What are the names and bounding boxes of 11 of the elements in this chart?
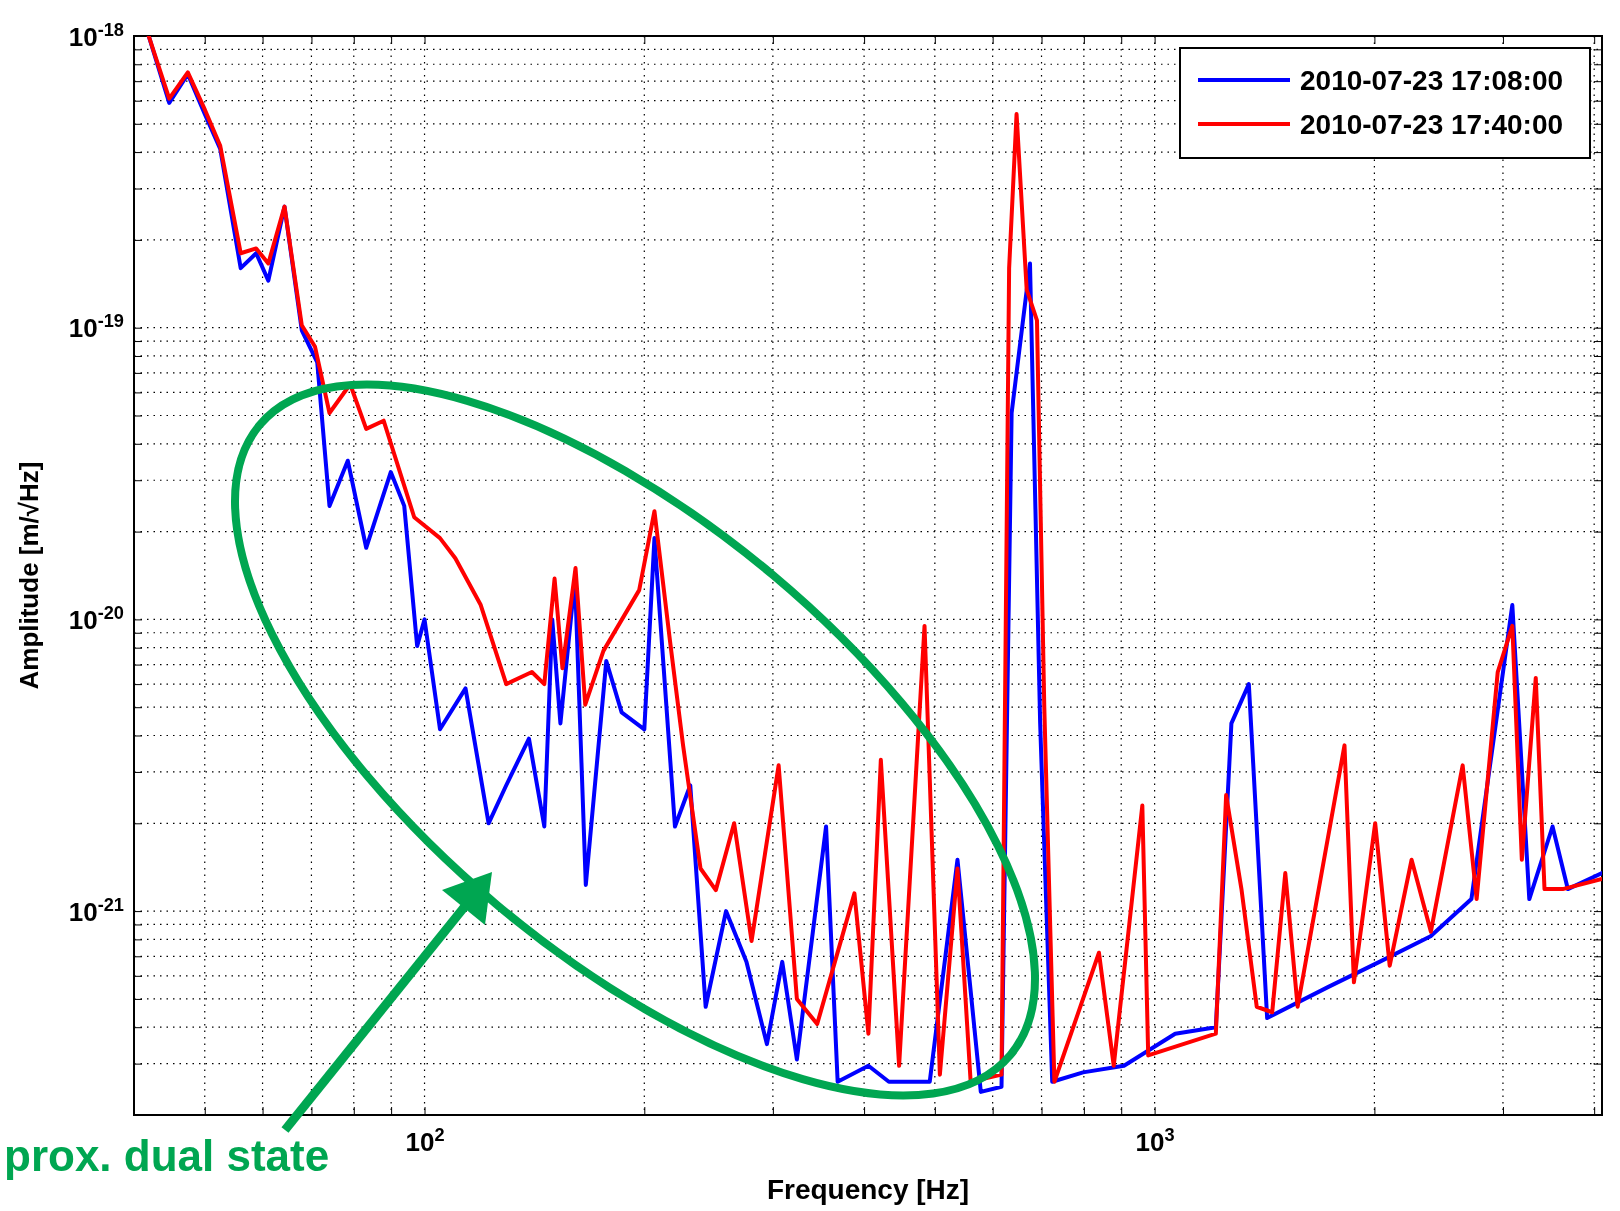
y-tick-label: 10$^{-18}$	[68, 19, 124, 52]
y-tick-label: 10$^{-21}$	[68, 894, 124, 927]
legend-label: 2010-07-23 17:40:00	[1300, 108, 1564, 140]
y-tick-label: 10$^{-20}$	[68, 603, 124, 636]
y-tick-label: 10$^{-19}$	[68, 311, 124, 344]
x-tick-label: 10$^{3}$	[1135, 1125, 1175, 1157]
x-axis-title: Frequency [Hz]	[766, 1174, 970, 1205]
x-tick-label: 10$^{2}$	[405, 1125, 445, 1157]
text: prox. dual state	[4, 1131, 330, 1180]
legend-label: 2010-07-23 17:08:00	[1300, 64, 1564, 96]
y-axis-title: Amplitude [m/√Hz]	[14, 461, 44, 690]
